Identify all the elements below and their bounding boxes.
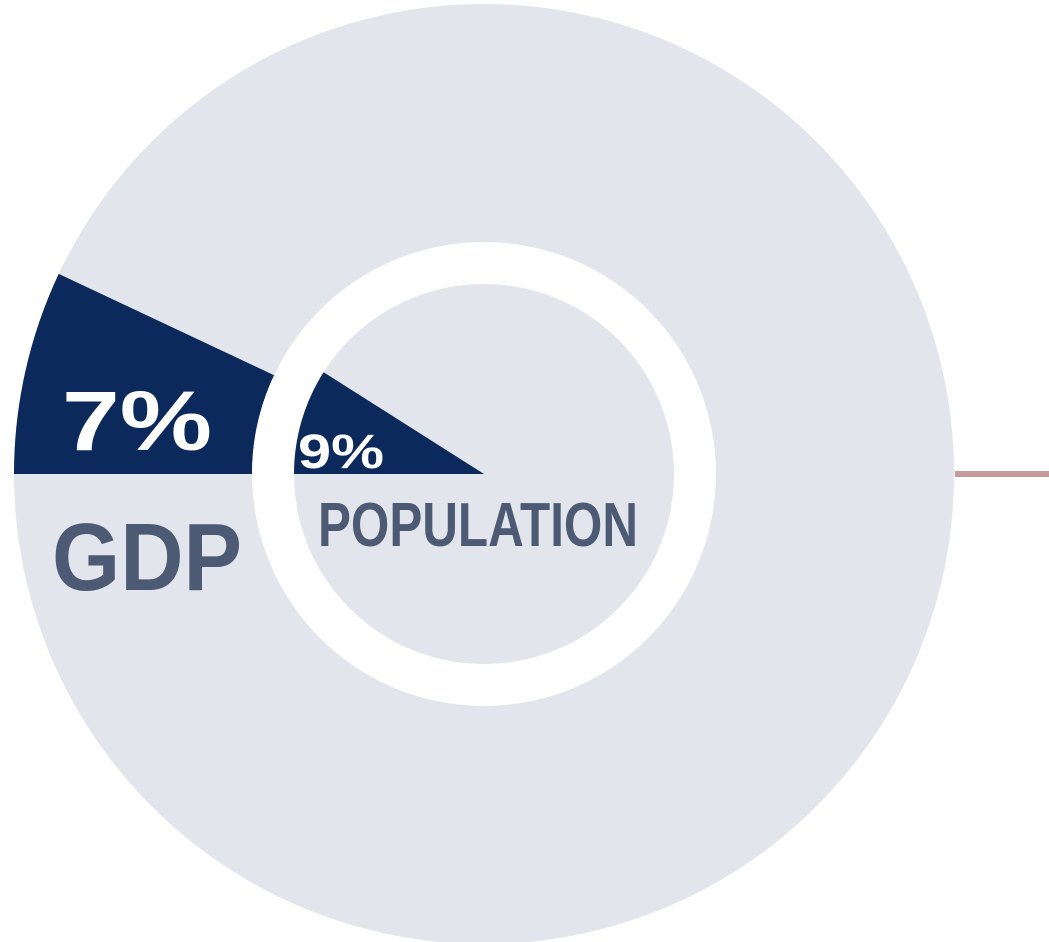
gdp-slice — [14, 273, 275, 474]
gdp-category-label: GDP — [52, 504, 242, 611]
population-value-label: 9% — [298, 426, 384, 479]
population-category-label: POPULATION — [318, 491, 638, 560]
population-slice — [294, 372, 484, 474]
gdp-value-label: 7% — [62, 374, 212, 468]
